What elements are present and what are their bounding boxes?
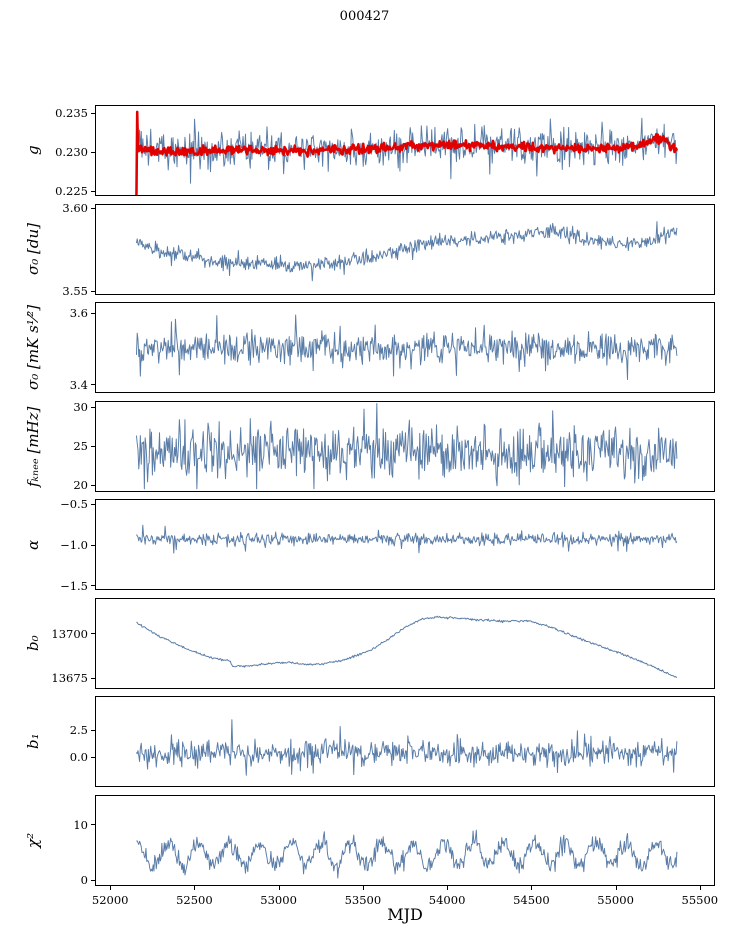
y-tick-mark [91,503,95,505]
y-axis-label-sigma0-du: σ₀ [du] [24,223,42,275]
y-tick-mark [91,151,95,153]
x-tick-mark [447,885,449,890]
y-tick-label: 3.55 [62,284,88,298]
subplot-sigma0-du [95,203,715,295]
y-axis-label-chi2: χ² [24,832,42,848]
x-tick-mark [110,885,112,890]
y-tick-mark [91,544,95,546]
x-tick-mark [615,885,617,890]
line-plot-sigma0-du [135,220,678,281]
y-tick-mark [91,484,95,486]
x-tick-mark [278,885,280,890]
y-tick-label: 0 [80,873,88,888]
subplot-b0 [95,597,715,689]
y-axis-label-fknee: fₖₙₑₑ [mHz] [24,405,42,487]
series-b1 [136,719,678,776]
y-tick-label: 0.235 [55,106,88,121]
y-tick-label: 3.60 [62,201,88,215]
y-tick-mark [91,190,95,192]
y-tick-label: 0.225 [55,184,88,199]
y-tick-mark [91,406,95,408]
y-tick-mark [91,756,95,758]
x-tick-label: 52000 [91,892,129,907]
y-tick-label: −0.5 [60,497,88,512]
y-tick-label: 13700 [51,626,88,641]
y-tick-label: 13675 [51,671,88,686]
y-tick-mark [91,290,95,292]
y-tick-label: 2.5 [69,723,88,738]
y-tick-label: 0.230 [55,145,88,160]
series-sigma0-du [135,220,678,281]
series-alpha [136,524,678,554]
y-axis-label-b0: b₀ [24,635,42,651]
y-tick-label: 3.4 [69,377,88,392]
y-axis-label-b1: b₁ [24,733,42,750]
y-axis-label-alpha: α [24,539,42,550]
series-b0 [136,615,678,678]
line-plot-sigma0-mk [135,314,678,380]
y-tick-label: −1.5 [60,578,88,593]
y-tick-mark [91,585,95,587]
y-tick-mark [91,879,95,881]
line-plot-b0 [136,615,678,678]
y-tick-mark [91,207,95,209]
y-axis-label-sigma0-mk: σ₀ [mK s¹⁄²] [24,304,42,391]
x-tick-label: 54500 [513,892,550,907]
y-tick-mark [91,633,95,635]
line-plot-b1 [136,719,678,776]
subplot-fknee [95,400,715,492]
x-tick-label: 54000 [428,892,466,907]
line-plot-fknee [135,402,678,489]
x-tick-mark [699,885,701,890]
x-tick-label: 55000 [597,892,634,907]
series-g-daily [135,117,678,184]
y-tick-mark [91,312,95,314]
y-tick-label: 3.6 [69,306,88,321]
y-tick-mark [91,112,95,114]
line-plot-alpha [136,524,678,554]
line-plot-chi2 [136,829,678,878]
x-axis-title: MJD [387,905,423,924]
y-tick-mark [91,445,95,447]
x-tick-label: 52500 [176,892,213,907]
subplot-g [95,105,715,196]
y-tick-label: −1.0 [60,538,88,552]
subplot-sigma0-mk [95,302,715,393]
y-tick-mark [91,824,95,826]
y-tick-mark [91,677,95,679]
series-sigma0-mk [135,314,678,380]
series-fknee [135,402,678,489]
subplot-alpha [95,499,715,590]
line-plot-g [135,110,679,195]
y-tick-label: 0.0 [69,750,88,765]
y-tick-label: 25 [73,439,88,454]
y-tick-mark [91,384,95,386]
x-tick-mark [362,885,364,890]
subplot-b1 [95,696,715,787]
y-tick-label: 30 [73,400,88,415]
y-tick-mark [91,729,95,731]
figure-title: 000427 [339,9,390,24]
y-tick-label: 10 [73,817,88,832]
subplot-chi2 [95,794,715,886]
x-tick-label: 53500 [344,892,382,907]
x-tick-mark [194,885,196,890]
y-axis-label-g: g [24,145,42,156]
x-tick-mark [531,885,533,890]
x-tick-label: 55500 [681,892,719,907]
y-tick-label: 20 [73,478,88,492]
series-chi2 [136,829,678,878]
series-g-smoothed [135,110,679,195]
x-tick-label: 53000 [260,892,297,907]
